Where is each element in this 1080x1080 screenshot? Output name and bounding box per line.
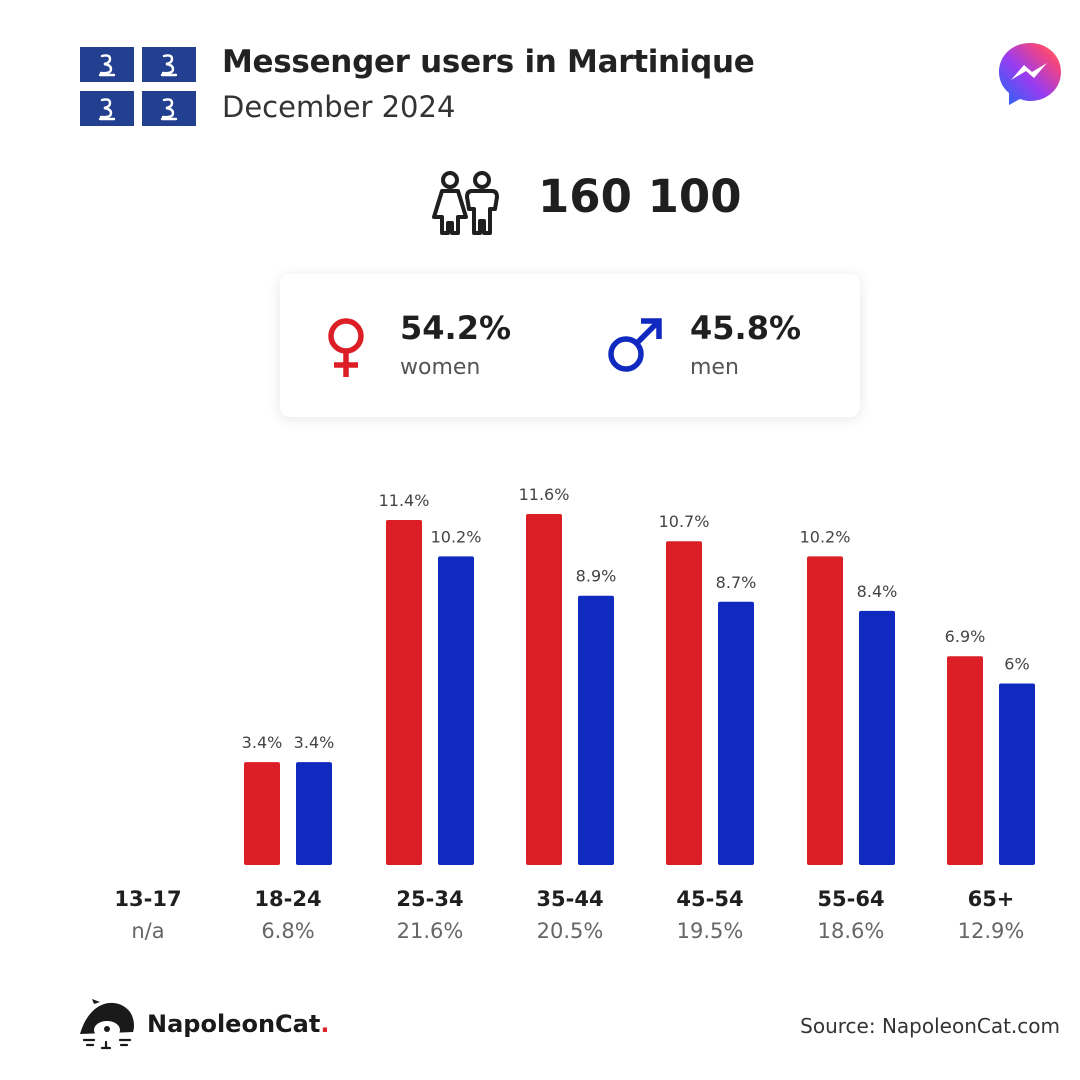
brand-dot: . <box>320 1010 330 1038</box>
bar-value-label-women-65+: 6.9% <box>945 627 986 646</box>
bar-value-label-women-35-44: 11.6% <box>519 485 570 504</box>
category-total-label-25-34: 21.6% <box>397 919 464 943</box>
bar-men-65+ <box>999 683 1035 865</box>
bar-value-label-men-18-24: 3.4% <box>294 733 335 752</box>
bar-men-35-44 <box>578 595 614 865</box>
bar-women-25-34 <box>386 520 422 865</box>
napoleoncat-brand: NapoleonCat. <box>147 1010 329 1038</box>
category-total-label-45-54: 19.5% <box>677 919 744 943</box>
bar-women-18-24 <box>244 762 280 865</box>
bar-value-label-women-45-54: 10.7% <box>659 512 710 531</box>
age-gender-bar-chart: 13-17n/a3.4% 3.4%18-246.8%11.4%10.2%25-34… <box>114 485 1035 943</box>
category-total-label-65+: 12.9% <box>958 919 1025 943</box>
bar-value-label-men-45-54: 8.7% <box>716 573 757 592</box>
source-credit: Source: NapoleonCat.com <box>800 1014 1060 1038</box>
x-tick-label-55-64: 55-64 <box>817 887 884 911</box>
bar-value-label-men-35-44: 8.9% <box>576 567 617 586</box>
total-users-value: 160 100 <box>538 170 742 223</box>
brand-name: NapoleonCat <box>147 1010 321 1038</box>
x-tick-label-18-24: 18-24 <box>254 887 321 911</box>
napoleoncat-logo-icon <box>80 999 134 1050</box>
martinique-flag-icon <box>80 47 196 126</box>
x-tick-label-35-44: 35-44 <box>536 887 603 911</box>
male-symbol-icon <box>608 318 662 372</box>
x-tick-label-25-34: 25-34 <box>396 887 463 911</box>
bar-women-65+ <box>947 656 983 865</box>
bar-value-label-men-25-34: 10.2% <box>431 527 482 546</box>
bar-men-25-34 <box>438 556 474 865</box>
x-tick-label-65+: 65+ <box>968 887 1015 911</box>
bar-value-label-men-65+: 6% <box>1004 654 1029 673</box>
bar-women-35-44 <box>526 514 562 865</box>
gender-split-card: 54.2% women 45.8% men <box>280 274 860 417</box>
page-title: Messenger users in Martinique <box>222 44 755 80</box>
bar-men-55-64 <box>859 610 895 865</box>
x-tick-label-45-54: 45-54 <box>676 887 743 911</box>
category-total-label-55-64: 18.6% <box>818 919 885 943</box>
category-total-label-18-24: 6.8% <box>261 919 314 943</box>
men-label: men <box>690 355 739 380</box>
bar-value-label-men-55-64: 8.4% <box>857 582 898 601</box>
people-icon <box>432 171 499 235</box>
x-tick-label-13-17: 13-17 <box>114 887 181 911</box>
category-total-label-13-17: n/a <box>131 919 164 943</box>
messenger-icon <box>999 43 1061 105</box>
female-symbol-icon <box>328 318 364 377</box>
bar-men-45-54 <box>718 601 754 865</box>
bar-value-label-women-55-64: 10.2% <box>800 527 851 546</box>
women-percentage: 54.2% <box>400 309 512 347</box>
men-percentage: 45.8% <box>690 309 802 347</box>
bar-value-label-women-25-34: 11.4% <box>379 491 430 510</box>
category-total-label-35-44: 20.5% <box>537 919 604 943</box>
bar-women-55-64 <box>807 556 843 865</box>
page-subtitle: December 2024 <box>222 90 456 124</box>
bar-value-label-women-18-24: 3.4% <box>242 733 283 752</box>
women-label: women <box>400 355 481 380</box>
bar-women-45-54 <box>666 541 702 865</box>
bar-men-18-24 <box>296 762 332 865</box>
